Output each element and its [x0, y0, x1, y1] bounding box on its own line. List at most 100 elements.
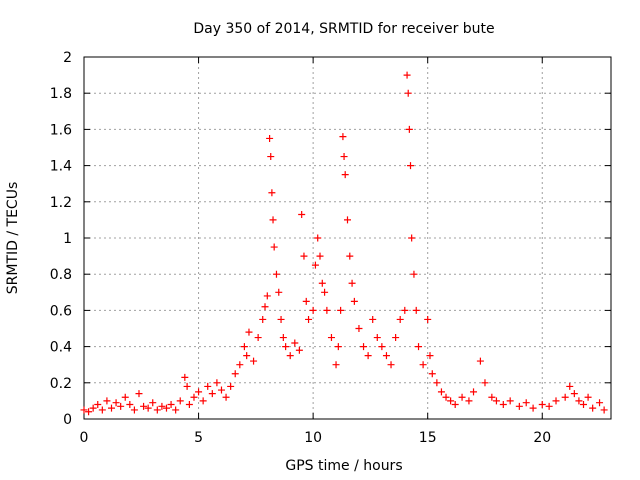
- x-tick-label: 0: [80, 430, 89, 446]
- data-point: [217, 386, 225, 394]
- grid: [84, 57, 611, 419]
- data-point: [176, 397, 184, 405]
- data-point: [442, 393, 450, 401]
- data-point: [447, 397, 455, 405]
- data-point: [476, 357, 484, 365]
- data-point: [277, 315, 285, 323]
- data-point: [515, 402, 523, 410]
- y-tick-label: 1: [63, 231, 72, 247]
- data-point: [392, 334, 400, 342]
- data-point: [112, 399, 120, 407]
- data-point: [213, 379, 221, 387]
- x-tick-label: 10: [304, 430, 322, 446]
- data-point: [405, 125, 413, 133]
- data-point: [364, 352, 372, 360]
- x-tick-label: 5: [194, 430, 203, 446]
- data-point: [458, 393, 466, 401]
- data-point: [222, 393, 230, 401]
- data-point: [378, 343, 386, 351]
- y-tick-label: 1.8: [50, 86, 72, 102]
- data-point: [332, 361, 340, 369]
- data-point: [339, 133, 347, 141]
- data-point: [424, 315, 432, 323]
- data-point: [240, 343, 248, 351]
- y-tick-label: 0: [63, 412, 72, 428]
- data-point: [433, 379, 441, 387]
- data-point: [538, 401, 546, 409]
- data-point: [158, 402, 166, 410]
- data-point: [340, 153, 348, 161]
- data-point: [387, 361, 395, 369]
- data-point: [282, 343, 290, 351]
- y-tick-label: 2: [63, 50, 72, 66]
- data-point: [318, 279, 326, 287]
- data-point: [270, 243, 278, 251]
- data-point: [309, 306, 317, 314]
- data-point: [314, 234, 322, 242]
- data-point: [412, 306, 420, 314]
- plot-frame: [83, 56, 612, 420]
- data-point: [266, 134, 274, 142]
- data-point: [589, 404, 597, 412]
- data-point: [305, 315, 313, 323]
- data-point: [269, 216, 277, 224]
- data-point: [162, 404, 170, 412]
- data-point: [488, 393, 496, 401]
- data-point: [408, 234, 416, 242]
- data-point: [499, 401, 507, 409]
- data-point: [149, 399, 157, 407]
- data-point: [369, 315, 377, 323]
- y-tick-label: 0.2: [50, 376, 72, 392]
- data-point: [529, 404, 537, 412]
- y-tick-label: 1.6: [50, 122, 72, 138]
- x-axis-title: GPS time / hours: [285, 458, 402, 474]
- data-point: [470, 388, 478, 396]
- data-point: [185, 401, 193, 409]
- data-point: [575, 397, 583, 405]
- data-point: [348, 279, 356, 287]
- data-point: [350, 297, 358, 305]
- data-point: [373, 334, 381, 342]
- data-point: [295, 346, 303, 354]
- data-point: [172, 406, 180, 414]
- data-point: [382, 352, 390, 360]
- data-point: [190, 393, 198, 401]
- ticks: 0 5 10 15 20 0 0.2 0.4 0.6 0.8 1 1.2 1.4 1.6 1.8 2: [50, 50, 611, 446]
- y-tick-label: 0.6: [50, 303, 72, 319]
- data-point: [341, 171, 349, 179]
- data-point: [227, 382, 235, 390]
- data-point: [236, 361, 244, 369]
- data-point: [300, 252, 308, 260]
- data-point: [346, 252, 354, 260]
- data-point: [80, 406, 88, 414]
- data-point: [566, 382, 574, 390]
- data-point: [261, 303, 269, 311]
- data-point: [183, 382, 191, 390]
- data-point: [419, 361, 427, 369]
- data-point: [451, 401, 459, 409]
- data-point: [404, 89, 412, 97]
- data-point: [144, 404, 152, 412]
- data-point: [600, 406, 608, 414]
- data-point: [103, 397, 111, 405]
- data-point: [263, 292, 271, 300]
- data-point: [337, 306, 345, 314]
- data-point: [465, 397, 473, 405]
- data-point: [298, 210, 306, 218]
- data-point: [323, 306, 331, 314]
- data-point: [268, 189, 276, 197]
- data-point: [552, 397, 560, 405]
- data-point: [437, 388, 445, 396]
- data-point: [311, 261, 319, 269]
- y-tick-label: 0.8: [50, 267, 72, 283]
- data-point: [415, 343, 423, 351]
- data-point: [140, 402, 148, 410]
- data-point: [231, 370, 239, 378]
- y-tick-label: 1.4: [50, 159, 72, 175]
- data-point: [291, 339, 299, 347]
- data-point: [403, 71, 411, 79]
- data-point: [130, 406, 138, 414]
- data-point: [334, 343, 342, 351]
- data-point: [85, 408, 93, 416]
- data-point: [204, 382, 212, 390]
